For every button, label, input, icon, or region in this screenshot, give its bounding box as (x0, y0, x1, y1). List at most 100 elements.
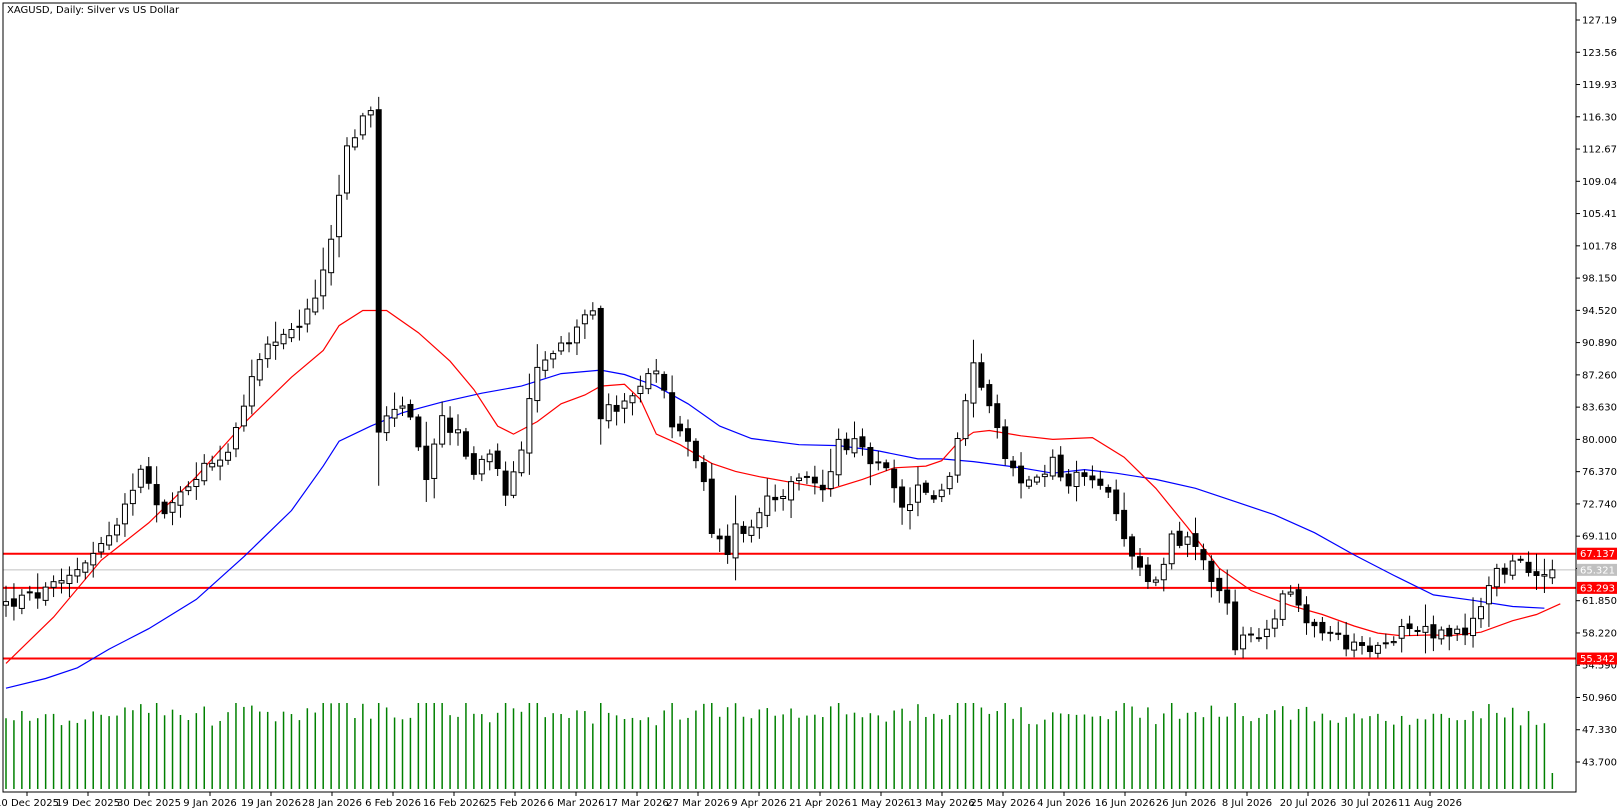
bull-candle (50, 581, 57, 588)
x-tick-label: 19 Jan 2026 (241, 798, 301, 809)
bear-candle (1303, 604, 1310, 624)
bear-candle (423, 445, 430, 481)
level-price-label: 67.137 (1580, 549, 1615, 560)
bear-candle (1533, 571, 1540, 577)
bull-candle (26, 591, 33, 594)
bear-candle (1200, 549, 1207, 561)
bull-candle (201, 462, 208, 482)
bull-candle (780, 495, 787, 499)
bear-candle (1517, 558, 1524, 561)
bear-candle (1002, 426, 1009, 460)
bear-candle (153, 484, 160, 506)
bear-candle (161, 501, 168, 515)
bull-candle (90, 552, 97, 566)
bear-candle (1176, 530, 1183, 546)
bear-candle (669, 392, 676, 428)
bull-candle (1160, 563, 1167, 581)
bull-candle (1240, 634, 1247, 650)
bear-candle (930, 495, 937, 500)
price-labels: 67.137 63.293 55.342 65.321 (1577, 547, 1617, 665)
x-tick-label: 9 Jan 2026 (183, 798, 237, 809)
bull-candle (177, 491, 184, 506)
bull-candle (137, 468, 144, 488)
bear-candle (1462, 627, 1469, 636)
bull-candle (550, 353, 557, 360)
bull-candle (875, 461, 882, 464)
bull-candle (796, 477, 802, 482)
y-tick-label: 47.330 (1582, 725, 1617, 736)
bull-candle (455, 429, 462, 434)
bull-candle (581, 314, 588, 325)
bull-candle (558, 342, 565, 352)
level-price-label-bg (1577, 652, 1617, 665)
bull-candle (1541, 574, 1548, 577)
price-axis: 127.190 123.560 119.930 116.300 112.670 109.0… (1576, 16, 1617, 769)
bear-candle (1525, 561, 1532, 573)
bull-candle (478, 458, 485, 475)
x-tick-label: 9 Apr 2026 (731, 798, 786, 809)
y-tick-label: 90.890 (1582, 338, 1617, 349)
bear-candle (34, 592, 41, 599)
bear-candle (407, 403, 414, 418)
bull-candle (1390, 641, 1397, 644)
bear-candle (1105, 486, 1112, 493)
current-price-label-bg (1577, 563, 1617, 576)
bear-candle (772, 496, 779, 501)
bear-candle (1136, 556, 1143, 568)
bull-candle (114, 524, 121, 536)
x-tick-label: 27 Mar 2026 (666, 798, 729, 809)
bear-candle (1081, 472, 1088, 477)
bull-candle (645, 373, 652, 390)
bull-candle (1152, 579, 1159, 583)
y-tick-label: 98.150 (1582, 274, 1617, 285)
bull-candle (272, 341, 279, 346)
bear-candle (10, 598, 17, 607)
bear-candle (613, 404, 620, 412)
bull-candle (1271, 618, 1278, 629)
bull-candle (621, 400, 628, 409)
bull-candle (1493, 567, 1500, 588)
bear-candle (502, 470, 509, 496)
bear-candle (1065, 473, 1072, 487)
bear-candle (843, 438, 850, 451)
bull-candle (169, 502, 176, 513)
bull-candle (328, 238, 335, 274)
bull-candle (1549, 569, 1556, 579)
bull-candle (526, 398, 533, 454)
y-tick-label: 112.670 (1582, 145, 1617, 156)
y-tick-label: 116.300 (1582, 112, 1617, 123)
bear-candle (1097, 478, 1104, 486)
bull-candle (954, 437, 961, 476)
bull-candle (486, 453, 493, 463)
bull-candle (1073, 471, 1080, 488)
bull-candle (359, 115, 366, 136)
bear-candle (1216, 577, 1223, 592)
bear-candle (1010, 460, 1017, 469)
x-tick-label: 6 Mar 2026 (547, 798, 604, 809)
bull-candle (962, 400, 969, 440)
bull-candle (1509, 560, 1516, 576)
bear-candle (1446, 627, 1453, 637)
x-tick-label: 17 Mar 2026 (605, 798, 668, 809)
bull-candle (907, 504, 914, 512)
bear-candle (447, 417, 454, 433)
bull-candle (1049, 456, 1056, 477)
bull-candle (1477, 606, 1484, 620)
bear-candle (1255, 637, 1262, 640)
bull-candle (106, 535, 113, 546)
bull-candle (566, 342, 573, 345)
bull-candle (1041, 473, 1048, 478)
y-tick-label: 61.850 (1582, 596, 1617, 607)
y-tick-label: 76.370 (1582, 467, 1617, 478)
bull-candle (946, 475, 953, 490)
y-tick-label: 105.410 (1582, 209, 1617, 220)
bull-candle (637, 385, 644, 395)
y-tick-label: 83.630 (1582, 403, 1617, 414)
candles (3, 96, 1556, 659)
x-tick-label: 25 Feb 2026 (484, 798, 546, 809)
bull-candle (1470, 617, 1477, 637)
bull-candle (336, 194, 343, 238)
bull-candle (264, 343, 271, 360)
